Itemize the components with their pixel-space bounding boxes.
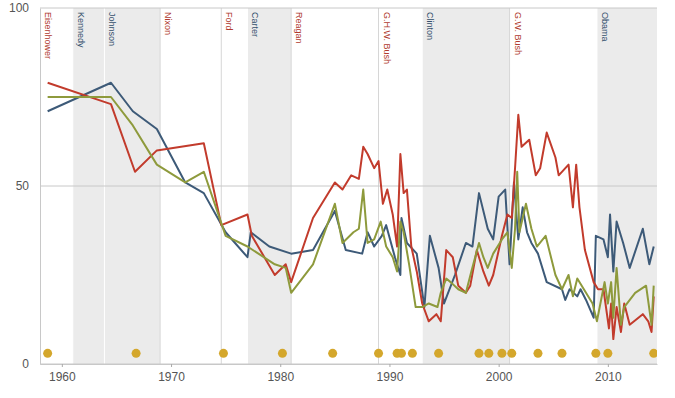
event-dot — [507, 349, 516, 358]
event-dot — [408, 349, 417, 358]
x-tick-mark — [608, 364, 609, 367]
y-tick-label: 100 — [9, 1, 29, 15]
series-line — [48, 97, 654, 325]
y-tick: 0 — [22, 357, 40, 371]
x-tick-mark — [171, 364, 172, 367]
grid-line — [40, 8, 657, 9]
y-axis: 0 50 100 — [9, 1, 41, 371]
x-axis-line — [41, 364, 658, 365]
term-label: Carter — [250, 12, 260, 37]
grid — [40, 8, 657, 364]
x-tick-mark — [499, 364, 500, 367]
term-label: Johnson — [107, 12, 117, 46]
event-dot — [591, 349, 600, 358]
term-labels: Eisenhower Kennedy Johnson Nixon Ford Carter R… — [43, 12, 610, 64]
event-dot — [649, 349, 657, 358]
x-tick: 1980 — [267, 364, 294, 384]
event-dot — [132, 349, 141, 358]
term-label: Obama — [600, 12, 610, 42]
y-tick: 100 — [9, 1, 40, 15]
event-dot — [497, 349, 506, 358]
x-tick: 1960 — [49, 364, 76, 384]
grid-line — [40, 364, 657, 365]
event-dot — [434, 349, 443, 358]
event-dot — [278, 349, 287, 358]
chart: 0 50 100 1960 1970 1980 1990 2000 2010 Eisenhower… — [0, 0, 675, 398]
x-tick: 2000 — [486, 364, 513, 384]
y-tick-label: 0 — [22, 357, 29, 371]
event-dot — [43, 349, 52, 358]
event-dot — [533, 349, 542, 358]
bands — [40, 8, 657, 364]
x-tick: 2010 — [595, 364, 622, 384]
x-tick: 1970 — [158, 364, 185, 384]
term-label: Kennedy — [76, 12, 86, 48]
event-dot — [557, 349, 566, 358]
marks — [43, 83, 657, 358]
x-axis: 1960 1970 1980 1990 2000 2010 — [41, 364, 658, 384]
x-tick-label: 1980 — [267, 370, 294, 384]
term-label: G.W. Bush — [513, 12, 523, 55]
x-tick-mark — [389, 364, 390, 367]
term-label: G.H.W. Bush — [382, 12, 392, 64]
x-tick-label: 1970 — [158, 370, 185, 384]
event-dot — [484, 349, 493, 358]
series-line — [48, 83, 654, 318]
event-dot — [328, 349, 337, 358]
x-tick: 1990 — [377, 364, 404, 384]
term-label: Eisenhower — [43, 12, 53, 59]
x-tick-label: 1990 — [377, 370, 404, 384]
plot: 0 50 100 1960 1970 1980 1990 2000 2010 Eisenhower… — [9, 1, 658, 383]
x-tick-label: 2000 — [486, 370, 513, 384]
y-tick: 50 — [16, 179, 40, 193]
term-label: Reagan — [294, 12, 304, 44]
term-label: Ford — [224, 12, 234, 31]
event-dot — [374, 349, 383, 358]
term-label: Nixon — [163, 12, 173, 35]
event-dot — [397, 349, 406, 358]
event-dot — [474, 349, 483, 358]
event-dot — [603, 349, 612, 358]
series-line — [48, 83, 654, 339]
x-tick-label: 1960 — [49, 370, 76, 384]
grid-line — [40, 186, 657, 187]
x-tick-mark — [62, 364, 63, 367]
x-tick-label: 2010 — [595, 370, 622, 384]
term-label: Clinton — [425, 12, 435, 40]
y-axis-line — [40, 9, 41, 365]
event-dot — [219, 349, 228, 358]
y-tick-label: 50 — [16, 179, 30, 193]
x-tick-mark — [280, 364, 281, 367]
